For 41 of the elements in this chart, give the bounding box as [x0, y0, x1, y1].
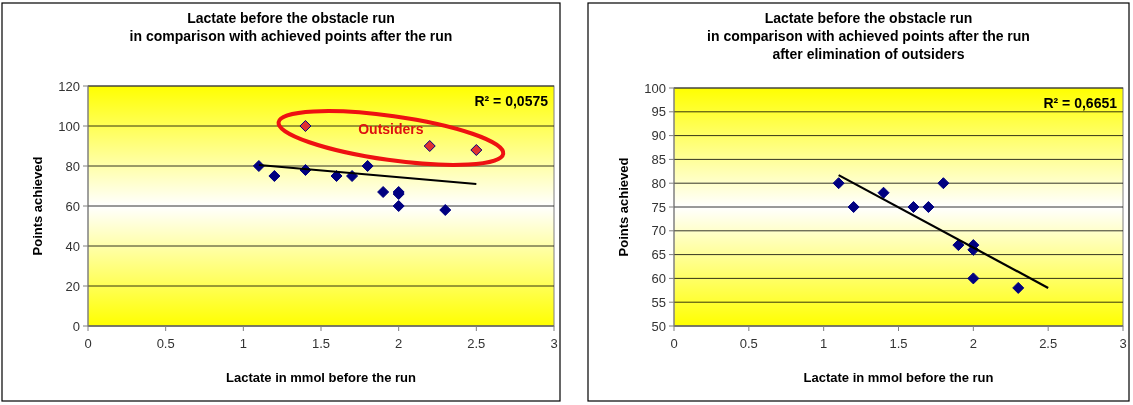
y-tick-label: 40: [65, 238, 80, 254]
x-axis-title: Lactate in mmol before the run: [803, 370, 994, 385]
y-tick-label: 75: [651, 199, 666, 215]
x-tick-label: 1: [820, 336, 828, 351]
annotation: R² = 0,6651: [1043, 95, 1118, 111]
y-tick-label: 95: [651, 104, 666, 120]
annotation: R² = 0,0575: [474, 93, 549, 109]
x-tick-label: 0.5: [156, 336, 175, 351]
y-tick-label: 85: [651, 151, 666, 167]
y-axis-title: Points achieved: [30, 156, 45, 256]
x-tick-label: 2: [395, 336, 403, 351]
y-tick-label: 60: [651, 270, 666, 286]
y-tick-label: 100: [58, 118, 80, 134]
x-tick-label: 2.5: [1039, 336, 1058, 351]
y-tick-label: 55: [651, 294, 666, 310]
x-tick-label: 2.5: [467, 336, 486, 351]
x-tick-label: 3: [550, 336, 558, 351]
y-axis-title: Points achieved: [616, 157, 631, 257]
y-tick-label: 100: [644, 80, 666, 96]
x-tick-label: 3: [1119, 336, 1127, 351]
x-axis-title: Lactate in mmol before the run: [226, 370, 417, 385]
x-tick-label: 1: [239, 336, 247, 351]
y-tick-label: 80: [65, 158, 80, 174]
y-tick-label: 60: [65, 198, 80, 214]
x-tick-label: 1.5: [889, 336, 908, 351]
x-tick-label: 1.5: [311, 336, 331, 351]
x-tick-label: 2: [969, 336, 977, 351]
y-tick-label: 20: [65, 278, 80, 294]
y-tick-label: 70: [651, 223, 666, 239]
y-tick-label: 120: [58, 78, 80, 94]
y-tick-label: 50: [651, 318, 666, 334]
x-tick-label: 0: [670, 336, 678, 351]
x-tick-label: 0: [84, 336, 92, 351]
y-tick-label: 80: [651, 175, 666, 191]
y-tick-label: 65: [651, 247, 666, 263]
chart-title: Lactate before the obstacle run in comparison with achieved points after the run: [129, 10, 453, 44]
annotation: Outsiders: [358, 121, 424, 137]
x-tick-label: 0.5: [739, 336, 758, 351]
y-tick-label: 0: [72, 318, 80, 334]
y-tick-label: 90: [651, 128, 666, 144]
chart-title: Lactate before the obstacle run in comparison with achieved points after the run after elimination of outsiders: [707, 10, 1030, 62]
